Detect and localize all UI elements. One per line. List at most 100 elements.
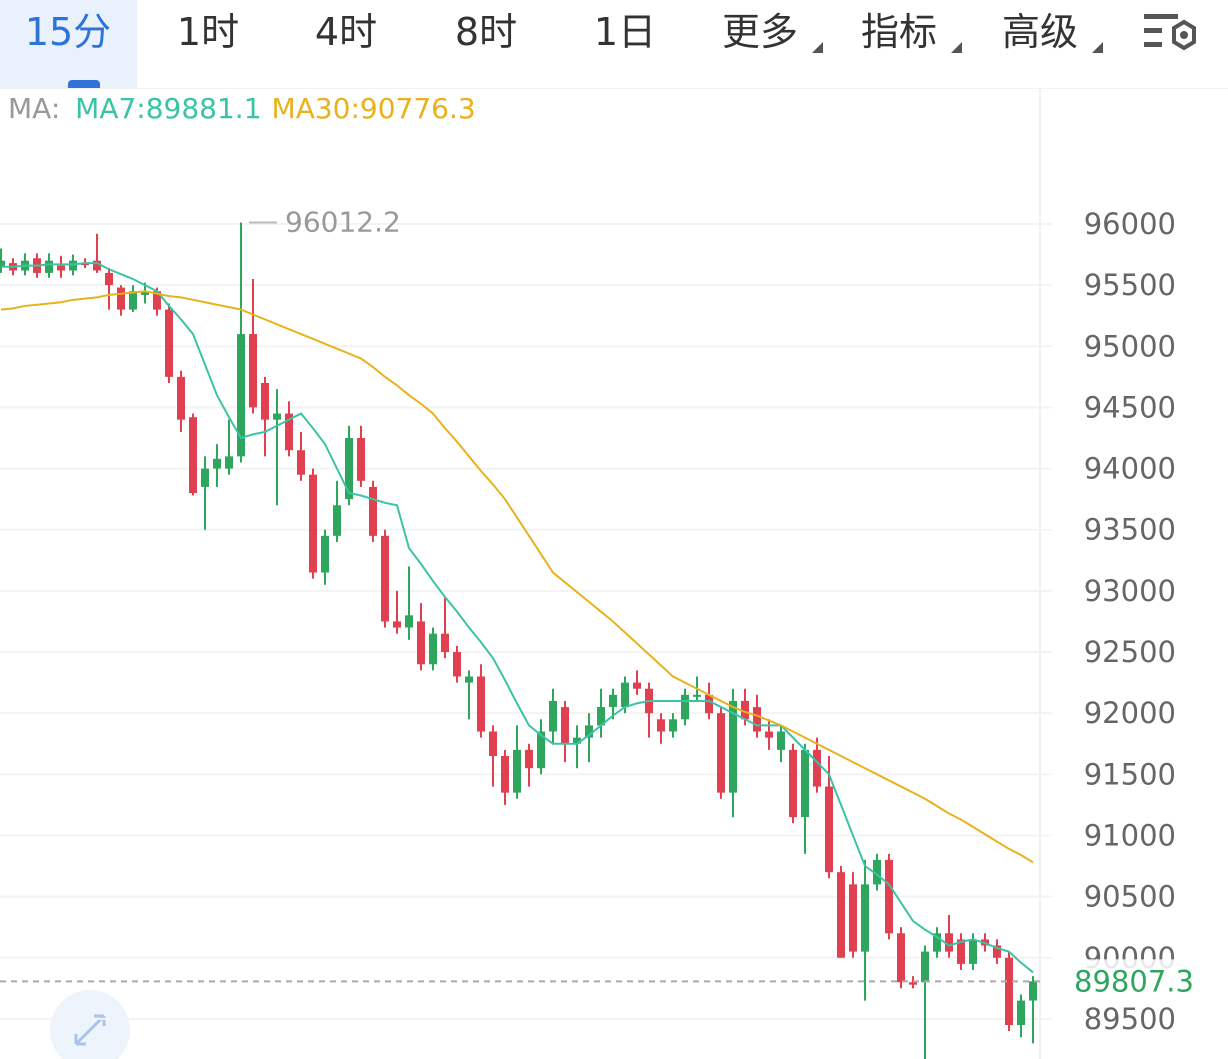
tab[interactable]: 15分 <box>0 0 137 88</box>
candle-body <box>597 707 605 726</box>
candle-body <box>813 749 821 787</box>
candle-body <box>861 884 869 952</box>
candle-body <box>801 749 809 818</box>
candle-body <box>729 700 737 793</box>
candle-body <box>393 621 401 628</box>
candle-body <box>105 272 113 286</box>
candle-body <box>45 260 53 273</box>
candle-body <box>1029 981 1037 1001</box>
candle-body <box>993 945 1001 958</box>
candle-body <box>777 731 785 750</box>
y-tick-label: 95500 <box>1084 268 1176 302</box>
candle-body <box>261 382 269 420</box>
candle-body <box>237 334 245 457</box>
tab[interactable]: 高级 <box>1001 10 1078 54</box>
y-tick-label: 93500 <box>1084 513 1176 547</box>
candle-body <box>741 700 749 720</box>
candle-body <box>585 725 593 738</box>
candle-body <box>93 260 101 271</box>
candle-body <box>129 291 137 310</box>
ma-prefix: MA: <box>8 92 61 125</box>
candle-body <box>717 713 725 793</box>
y-tick-label: 94000 <box>1084 452 1176 486</box>
candle-body <box>417 621 425 665</box>
candle-body <box>633 682 641 689</box>
candle-body <box>273 413 281 420</box>
candle-body <box>177 376 185 420</box>
candle-body <box>453 652 461 677</box>
candle-body <box>909 982 917 985</box>
icon-bar <box>1144 28 1162 33</box>
y-tick-label: 92500 <box>1084 635 1176 669</box>
icon-bar <box>1144 42 1162 47</box>
candle-body <box>513 749 521 793</box>
candle-body <box>189 417 197 494</box>
candle-body <box>681 694 689 720</box>
candle-body <box>357 438 365 481</box>
candle-body <box>537 731 545 769</box>
candle-body <box>117 287 125 310</box>
expand-button[interactable] <box>50 990 130 1059</box>
candle-body <box>561 707 569 744</box>
y-tick-label: 94500 <box>1084 390 1176 424</box>
ma-legend-entry: MA30:90776.3 <box>271 92 476 125</box>
dropdown-triangle <box>1092 42 1103 53</box>
y-tick-label: 96000 <box>1084 207 1176 241</box>
high-marker-label: 96012.2 <box>285 206 401 239</box>
dropdown-triangle <box>951 42 962 53</box>
candle-body <box>333 505 341 536</box>
candle-body <box>933 933 941 952</box>
candle-body <box>213 458 221 469</box>
settings-icon[interactable] <box>1144 14 1196 51</box>
candle-body <box>897 933 905 983</box>
tab-bar: 15分 1时 4时 8时 1日 更多 指标 高级 <box>0 0 1228 89</box>
icon-bar <box>1144 14 1178 19</box>
candle-body <box>285 413 293 451</box>
tab[interactable]: 更多 <box>721 10 798 54</box>
candle-body <box>0 260 5 267</box>
candle-body <box>225 456 233 469</box>
candle-body <box>753 707 761 732</box>
tab[interactable]: 1时 <box>176 10 240 54</box>
candle-body <box>345 438 353 500</box>
tab[interactable]: 4时 <box>314 10 378 54</box>
icon-dot <box>1180 31 1188 39</box>
candle-body <box>57 265 65 271</box>
candle-body <box>489 731 497 756</box>
candle-body <box>609 694 617 708</box>
y-tick-label: 89500 <box>1084 1002 1176 1036</box>
active-indicator <box>68 80 100 88</box>
candle-body <box>825 786 833 873</box>
candle-body <box>381 535 389 622</box>
tab[interactable]: 1日 <box>593 10 657 54</box>
candle-body <box>321 535 329 573</box>
candle-body <box>465 676 473 683</box>
candle-body <box>573 737 581 744</box>
y-tick-label: 95000 <box>1084 329 1176 363</box>
tab[interactable]: 8时 <box>454 10 518 54</box>
candle-body <box>153 291 161 310</box>
y-tick-label: 93000 <box>1084 574 1176 608</box>
candle-body <box>669 719 677 732</box>
y-tick-label: 91500 <box>1084 757 1176 791</box>
candle-body <box>1017 1000 1025 1026</box>
candle-body <box>405 615 413 628</box>
candle-body <box>369 486 377 536</box>
icon-hex <box>1172 19 1196 51</box>
expand-icon <box>74 1014 106 1046</box>
candle-body <box>201 468 209 487</box>
candle-body <box>501 755 509 793</box>
candle-body <box>165 309 173 377</box>
last-price-label: 89807.3 <box>1074 964 1194 998</box>
dropdown-triangle <box>812 42 823 53</box>
last-price-box <box>1042 959 1228 1004</box>
candle-body <box>249 334 257 408</box>
candle-body <box>789 749 797 818</box>
y-tick-label: 92000 <box>1084 696 1176 730</box>
tab[interactable]: 指标 <box>860 10 937 54</box>
candle-body <box>141 291 149 295</box>
candle-body <box>1005 957 1013 1026</box>
ma-line <box>1 262 1034 974</box>
